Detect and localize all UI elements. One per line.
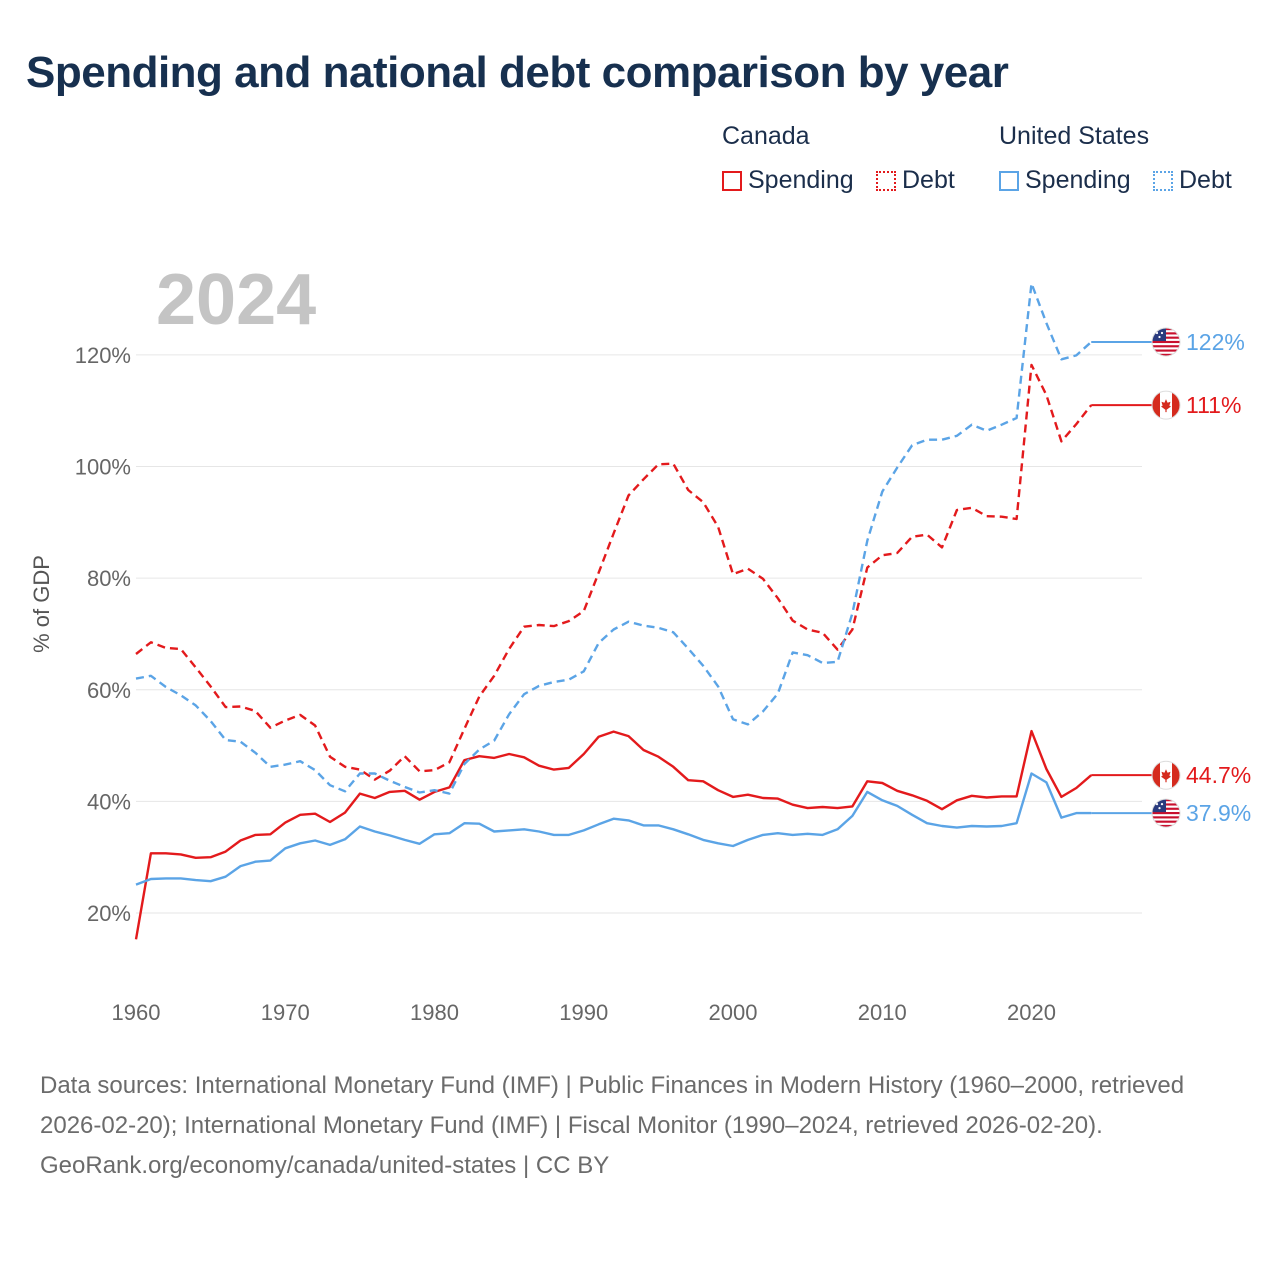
legend-label: Spending [1025, 166, 1131, 194]
legend-item-us-spending[interactable]: Spending [999, 166, 1131, 195]
flag-body [1152, 391, 1180, 420]
legend-swatch-solid [999, 171, 1019, 191]
legend: Canada Spending Debt United States Spend… [722, 122, 1262, 202]
y-axis: 20% 40% 60% 80% 100% 120% [75, 343, 131, 926]
legend-item-canada-debt[interactable]: Debt [876, 166, 955, 195]
flag-body [1152, 328, 1180, 356]
x-tick-label: 2000 [709, 1000, 758, 1025]
flag-stripe [1152, 345, 1180, 348]
series-line-canada-spending [134, 729, 1092, 940]
legend-item-us-debt[interactable]: Debt [1153, 166, 1232, 195]
series-line-united-states-debt [135, 282, 1093, 795]
star-icon [1158, 335, 1161, 339]
canada-flag-icon [1151, 390, 1181, 420]
flag-stripe [1152, 824, 1180, 828]
y-tick-label: 20% [87, 901, 131, 926]
flag-stripe [1152, 353, 1180, 356]
x-axis: 1960 1970 1980 1990 2000 2010 2020 [112, 1000, 1056, 1025]
legend-swatch-solid [722, 171, 742, 191]
legend-group-title: Canada [722, 122, 810, 150]
y-tick-label: 100% [75, 455, 131, 480]
flag-ring [1151, 760, 1181, 790]
x-tick-label: 1980 [410, 1000, 459, 1025]
legend-label: Spending [748, 166, 854, 194]
maple-leaf-icon [1161, 399, 1171, 413]
flag-stripe [1152, 820, 1180, 823]
maple-leaf-icon [1161, 769, 1171, 783]
series-endpoints: 44.7% 111% 37.9% 122% [1091, 327, 1251, 828]
series-line-united-states-spending [135, 772, 1092, 886]
x-tick-label: 1960 [112, 1000, 161, 1025]
legend-group-canada: Canada Spending Debt [722, 122, 955, 194]
credit-link[interactable]: GeoRank.org/economy/canada/united-states… [40, 1152, 610, 1179]
year-watermark: 2024 [156, 260, 316, 340]
flag-ring [1151, 327, 1181, 357]
series-lines [134, 282, 1093, 940]
legend-swatch-dotted [1153, 171, 1173, 191]
legend-label: Debt [902, 166, 955, 194]
end-value-label: 111% [1186, 392, 1241, 418]
flag-band [1172, 761, 1180, 790]
end-value-label: 44.7% [1186, 762, 1251, 788]
flag-stripe [1152, 340, 1180, 344]
chart-title: Spending and national debt comparison by… [26, 48, 1009, 97]
flag-band [1152, 761, 1160, 790]
legend-item-canada-spending[interactable]: Spending [722, 166, 854, 195]
flag-stripe [1152, 812, 1180, 815]
series-line-canada-debt [135, 363, 1093, 781]
star-icon [1160, 803, 1164, 806]
y-tick-label: 120% [75, 343, 131, 368]
usa-flag-icon [1151, 798, 1181, 828]
usa-flag-icon [1151, 327, 1181, 357]
y-axis-title: % of GDP [29, 555, 54, 653]
legend-group-title: United States [999, 122, 1150, 150]
flag-band [1152, 391, 1160, 420]
flag-stripe [1152, 349, 1180, 352]
legend-label: Debt [1179, 166, 1232, 194]
end-value-label: 37.9% [1186, 800, 1251, 826]
flag-stripe [1152, 816, 1180, 819]
legend-swatch-dotted [876, 171, 896, 191]
flag-band [1172, 391, 1180, 420]
line-chart: 2024 20%40%60%80%100%120% % of GDP 1960 1… [29, 260, 1251, 1025]
x-tick-label: 2020 [1007, 1000, 1056, 1025]
x-tick-label: 2010 [858, 1000, 907, 1025]
flag-ring [1151, 390, 1181, 420]
star-icon [1160, 331, 1164, 335]
end-value-label: 122% [1186, 329, 1245, 355]
x-tick-label: 1970 [261, 1000, 310, 1025]
flag-body [1152, 761, 1180, 790]
x-tick-label: 1990 [559, 1000, 608, 1025]
canada-flag-icon [1151, 760, 1181, 790]
footer: Data sources: International Monetary Fun… [40, 1066, 1240, 1186]
legend-group-united-states: United States Spending Debt [999, 122, 1232, 194]
flag-body [1152, 799, 1180, 828]
data-sources: Data sources: International Monetary Fun… [40, 1072, 1185, 1139]
gridlines [136, 354, 1142, 914]
star-icon [1158, 807, 1161, 810]
flag-ring [1151, 798, 1181, 828]
y-tick-label: 60% [87, 678, 131, 703]
y-tick-label: 80% [87, 566, 131, 591]
y-tick-label: 40% [87, 789, 131, 814]
